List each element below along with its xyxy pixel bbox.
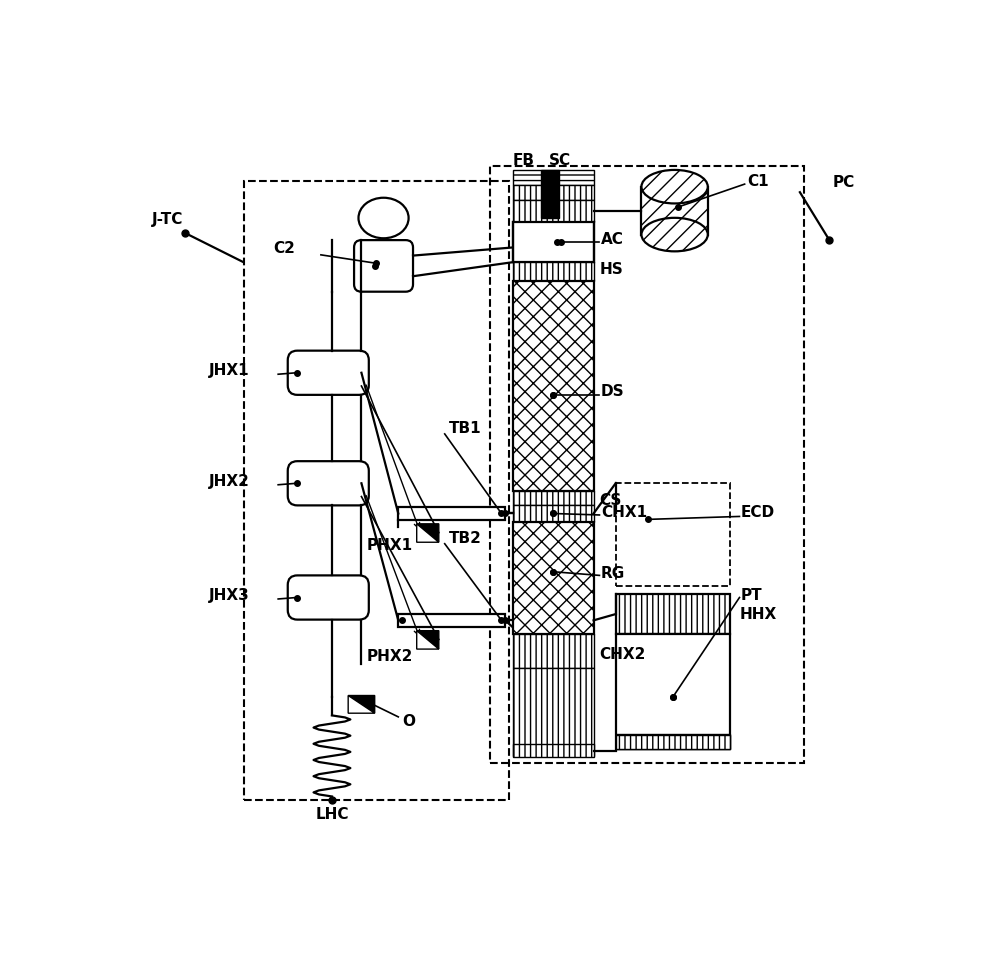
Bar (512, 170, 594, 185)
Bar (512, 491, 594, 505)
Bar (512, 522, 594, 634)
Text: HS: HS (599, 262, 623, 278)
FancyBboxPatch shape (354, 240, 413, 292)
Text: JHX1: JHX1 (209, 363, 250, 378)
Text: DS: DS (601, 385, 625, 399)
Bar (512, 262, 594, 280)
Polygon shape (348, 696, 375, 713)
Bar (512, 505, 594, 522)
Text: JHX3: JHX3 (209, 588, 250, 603)
Text: TB2: TB2 (448, 531, 481, 546)
Bar (512, 634, 594, 668)
Bar (512, 745, 594, 757)
Bar (616, 483, 730, 587)
Text: PHX2: PHX2 (367, 649, 413, 664)
Text: LHC: LHC (315, 808, 349, 822)
Bar (512, 668, 594, 756)
Bar (490, 167, 804, 764)
Text: C2: C2 (273, 241, 295, 256)
FancyBboxPatch shape (288, 350, 369, 395)
Bar (616, 734, 730, 748)
Bar (512, 185, 594, 200)
Ellipse shape (358, 198, 409, 238)
Bar (616, 634, 730, 748)
Text: ECD: ECD (741, 505, 775, 521)
Text: PT: PT (741, 588, 763, 603)
FancyBboxPatch shape (288, 461, 369, 505)
Bar (398, 613, 505, 627)
Polygon shape (417, 523, 439, 543)
Ellipse shape (641, 170, 708, 204)
Polygon shape (348, 696, 375, 713)
Text: PC: PC (833, 175, 855, 190)
Polygon shape (417, 523, 439, 543)
Text: J-TC: J-TC (151, 212, 183, 227)
Bar (616, 593, 730, 634)
Text: O: O (402, 714, 415, 729)
Text: JHX2: JHX2 (209, 474, 250, 489)
Bar (244, 181, 509, 800)
Text: SC: SC (549, 153, 571, 168)
Text: C1: C1 (747, 173, 768, 189)
Text: TB1: TB1 (448, 421, 481, 436)
Text: RG: RG (601, 566, 625, 581)
Bar (512, 222, 594, 262)
Bar (512, 280, 594, 491)
Text: CHX2: CHX2 (599, 647, 646, 661)
Polygon shape (417, 631, 439, 649)
Text: CHX1: CHX1 (601, 505, 647, 521)
FancyBboxPatch shape (288, 575, 369, 619)
Bar (512, 200, 594, 222)
Polygon shape (417, 631, 439, 649)
Ellipse shape (641, 218, 708, 252)
Bar (541, 170, 559, 218)
Text: PHX1: PHX1 (367, 539, 413, 553)
Text: FB: FB (512, 153, 534, 168)
Text: HHX: HHX (739, 607, 777, 622)
Bar (616, 735, 730, 748)
Text: AC: AC (601, 232, 624, 247)
Bar (398, 507, 505, 521)
Bar (641, 187, 708, 234)
Text: CS: CS (599, 493, 622, 508)
